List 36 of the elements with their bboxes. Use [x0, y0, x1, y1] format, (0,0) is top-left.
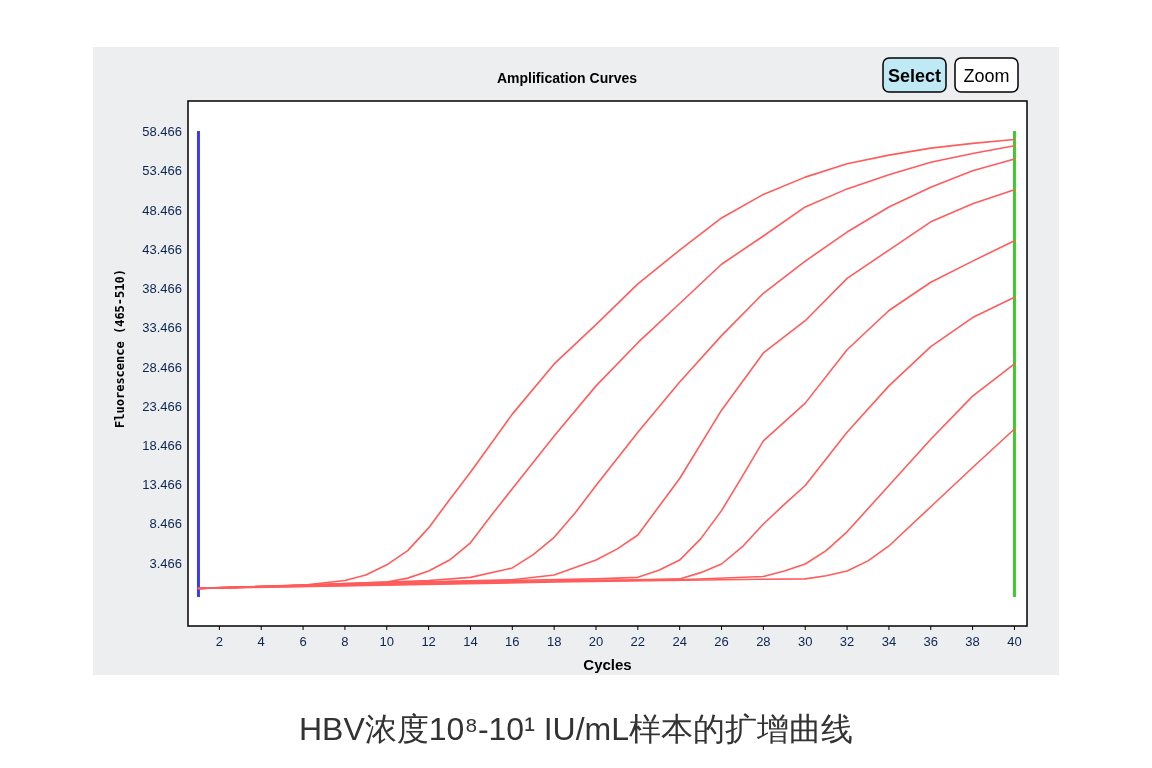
x-tick-label: 20 — [588, 634, 604, 649]
x-tick-label: 38 — [965, 634, 980, 649]
x-tick-label: 32 — [839, 634, 855, 649]
x-tick-label: 36 — [923, 634, 938, 649]
x-tick-label: 16 — [505, 634, 520, 649]
y-tick-label: 58.466 — [142, 124, 182, 140]
x-tick-label: 12 — [421, 634, 436, 649]
x-tick-label: 2 — [215, 634, 223, 649]
y-tick-label: 28.466 — [142, 359, 182, 375]
x-tick-label: 14 — [463, 634, 478, 649]
y-tick-label: 43.466 — [142, 241, 182, 257]
y-tick-label: 3.466 — [149, 555, 182, 571]
x-tick-label: 40 — [1007, 634, 1022, 649]
x-tick-label: 28 — [756, 634, 771, 649]
x-tick-label: 10 — [379, 634, 394, 649]
x-tick-label: 6 — [299, 634, 307, 649]
y-tick-label: 13.466 — [142, 477, 182, 493]
x-tick-label: 8 — [341, 634, 349, 649]
text: HBV浓度10⁸-10¹ IU/mL样本的扩增曲线 — [298, 711, 854, 747]
x-tick-label: 34 — [881, 634, 897, 649]
y-axis-title: Fluorescence (465-510) — [113, 269, 127, 428]
x-tick-label: 26 — [714, 634, 729, 649]
y-tick-label: 23.466 — [142, 398, 182, 414]
x-tick-label: 4 — [257, 634, 265, 649]
x-tick-label: 22 — [630, 634, 646, 649]
x-tick-label: 18 — [546, 634, 562, 649]
y-tick-label: 8.466 — [149, 516, 182, 532]
x-tick-label: 30 — [797, 634, 813, 649]
y-tick-label: 48.466 — [142, 202, 182, 218]
y-tick-label: 53.466 — [142, 163, 182, 179]
x-tick-label: 24 — [672, 634, 687, 649]
chart-title: Amplification Curves — [496, 70, 638, 86]
y-tick-label: 33.466 — [142, 320, 182, 336]
y-tick-label: 38.466 — [142, 281, 182, 297]
x-axis-title: Cycles — [583, 656, 632, 673]
y-tick-label: 18.466 — [142, 437, 182, 453]
